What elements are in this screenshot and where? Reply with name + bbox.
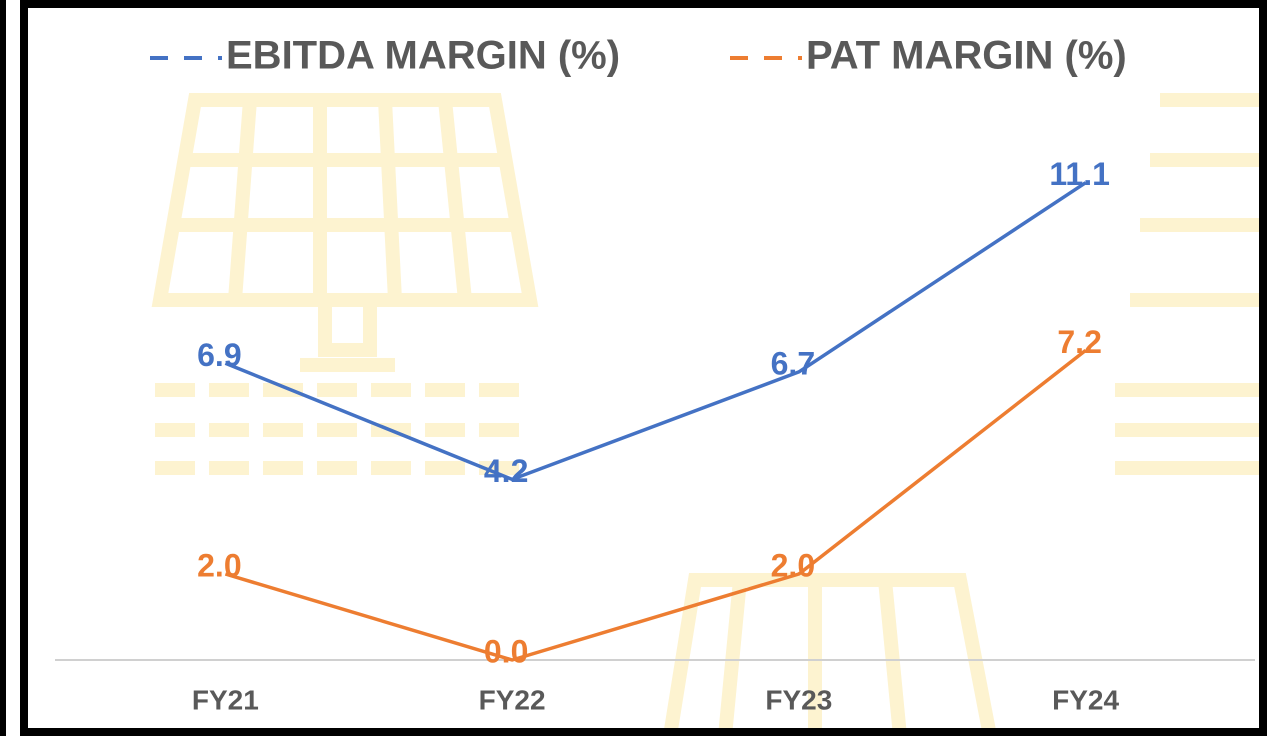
data-label: 11.1	[1049, 156, 1110, 192]
series-line	[224, 181, 1087, 482]
data-label: 2.0	[771, 547, 815, 583]
data-label: 6.7	[771, 345, 815, 381]
data-label: 2.0	[197, 547, 241, 583]
x-tick-label: FY21	[192, 684, 259, 715]
x-tick-label: FY24	[1052, 684, 1119, 715]
data-label: 6.9	[197, 337, 241, 373]
x-tick-label: FY23	[765, 684, 832, 715]
frame	[20, 0, 1267, 736]
watermark	[151, 93, 1267, 736]
legend-label: EBITDA MARGIN (%)	[226, 34, 620, 78]
data-label: 4.2	[484, 453, 528, 489]
data-label: 7.2	[1057, 324, 1101, 360]
frame-edge	[0, 0, 6, 736]
data-label: 0.0	[484, 633, 528, 669]
series-line	[224, 349, 1087, 662]
x-tick-label: FY22	[479, 684, 546, 715]
legend-label: PAT MARGIN (%)	[806, 34, 1127, 78]
